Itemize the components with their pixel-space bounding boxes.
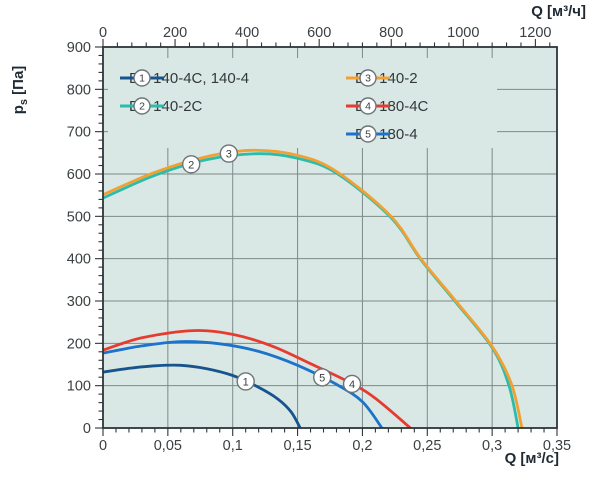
curves: [103, 148, 524, 428]
svg-text:4: 4: [365, 101, 371, 113]
curve-marker-circle-2: [182, 155, 201, 174]
axis-ticks: [95, 39, 558, 436]
svg-text:1200: 1200: [519, 25, 551, 41]
svg-text:800: 800: [67, 82, 91, 98]
curve-marker-circle-5: [313, 368, 332, 387]
svg-text:500: 500: [67, 209, 91, 225]
svg-text:3: 3: [365, 73, 371, 85]
legend-swatch: 5: [346, 125, 390, 143]
curve-marker-number-1: 1: [243, 376, 249, 388]
svg-text:200: 200: [163, 25, 187, 41]
legend-item-ex-140-2c: 2 EX 140-2C: [119, 97, 202, 115]
curve-marker-number-5: 5: [319, 372, 325, 384]
curve-marker-number-4: 4: [349, 379, 355, 391]
svg-text:5: 5: [365, 129, 371, 141]
svg-text:0: 0: [99, 438, 107, 454]
legend-swatch: 3: [346, 69, 390, 87]
bottom-x-axis-title: Q [м³/с]: [504, 450, 559, 467]
svg-text:200: 200: [67, 336, 91, 352]
svg-text:0,2: 0,2: [352, 438, 372, 454]
curve-ex-180-4c: [103, 329, 412, 428]
svg-text:600: 600: [67, 167, 91, 183]
legend-backdrop: [108, 58, 497, 148]
curve-marker-circle-4: [342, 374, 362, 394]
svg-text:800: 800: [379, 25, 403, 41]
svg-text:600: 600: [307, 25, 331, 41]
legend-label: EX 140-4C, 140-4: [129, 69, 250, 87]
curve-ex-140-4c-140-4: [103, 363, 302, 428]
curve-markers: 1 2 3 4 5: [182, 144, 362, 394]
legend-item-ex-140-4c-140-4: 1 EX 140-4C, 140-4: [119, 69, 249, 87]
svg-text:0,15: 0,15: [283, 438, 311, 454]
curve-marker-number-3: 3: [226, 149, 232, 161]
svg-text:0: 0: [99, 25, 107, 41]
curve-ex-140-2: [103, 148, 524, 428]
svg-text:1: 1: [139, 73, 145, 85]
svg-text:100: 100: [67, 379, 91, 395]
svg-text:900: 900: [67, 40, 91, 56]
svg-text:0,1: 0,1: [223, 438, 243, 454]
svg-text:0,35: 0,35: [543, 438, 571, 454]
plot-frame: [102, 46, 558, 429]
legend-swatch: 2: [120, 97, 164, 115]
curve-ex-180-4: [103, 340, 384, 428]
curve-marker-circle-3: [219, 144, 239, 163]
legend-swatch: 4: [346, 97, 390, 115]
curve-marker-number-2: 2: [188, 159, 194, 171]
svg-text:2: 2: [139, 101, 145, 113]
legend-item-ex-180-4: 5 EX 180-4: [345, 125, 418, 143]
svg-text:400: 400: [67, 252, 91, 268]
svg-text:700: 700: [67, 125, 91, 141]
svg-text:400: 400: [235, 25, 259, 41]
svg-text:0,3: 0,3: [482, 438, 502, 454]
top-x-axis-title: Q [м³/ч]: [531, 3, 586, 20]
legend-item-ex-180-4c: 4 EX 180-4C: [345, 97, 428, 115]
curve-marker-circle-1: [236, 372, 255, 391]
svg-text:300: 300: [67, 294, 91, 310]
legend-item-ex-140-2: 3 EX 140-2: [345, 69, 418, 87]
svg-text:0,05: 0,05: [154, 438, 182, 454]
legend-swatch: 1: [120, 69, 164, 87]
svg-text:1000: 1000: [447, 25, 479, 41]
tick-labels: 0 100 200 300 400 500 600 700 800 900 0 0,05 0,1 0,15…: [67, 25, 571, 454]
svg-text:0,25: 0,25: [413, 438, 441, 454]
svg-text:0: 0: [83, 421, 91, 437]
